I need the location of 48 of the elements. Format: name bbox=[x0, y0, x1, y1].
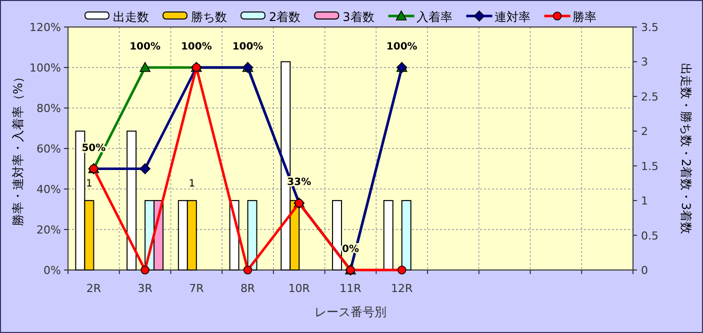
bar bbox=[126, 130, 137, 270]
legend-label: 入着率 bbox=[416, 10, 452, 24]
bar bbox=[332, 200, 342, 270]
legend-label: 勝率 bbox=[572, 10, 596, 24]
y-tick-label: 80% bbox=[36, 102, 61, 115]
data-label: 1 bbox=[188, 178, 196, 190]
y2-tick-label: 0.5 bbox=[641, 229, 658, 242]
point bbox=[397, 266, 406, 274]
y-tick-label: 100% bbox=[30, 62, 61, 74]
y-tick-label: 20% bbox=[36, 224, 61, 236]
bar bbox=[401, 200, 412, 270]
y2-tick-label: 0 bbox=[641, 264, 648, 277]
y2-tick-label: 3 bbox=[641, 56, 648, 69]
x-tick-label: 2R bbox=[86, 282, 102, 295]
x-tick-label: 8R bbox=[240, 282, 256, 295]
data-label: 100% bbox=[386, 42, 418, 52]
legend-label: 3着数 bbox=[342, 10, 374, 24]
legend-label: 連対率 bbox=[494, 10, 530, 24]
point bbox=[140, 163, 150, 174]
legend-label: 勝ち数 bbox=[191, 10, 227, 24]
x-tick-label: 12R bbox=[391, 282, 414, 295]
y-axis-title: 勝率・連対率・入着率（%） bbox=[11, 70, 25, 226]
bar bbox=[383, 200, 394, 270]
point bbox=[140, 62, 150, 72]
point bbox=[243, 266, 252, 274]
data-label: 1 bbox=[86, 178, 92, 190]
x-axis-title: レース番号別 bbox=[314, 305, 386, 319]
x-tick-label: 11R bbox=[340, 282, 362, 295]
y2-tick-label: 1 bbox=[641, 194, 648, 208]
y-tick-label: 0% bbox=[44, 264, 61, 277]
legend-label: 2着数 bbox=[269, 10, 301, 24]
bar bbox=[247, 200, 258, 270]
y-tick-label: 60% bbox=[36, 142, 61, 156]
y-tick-label: 40% bbox=[36, 183, 61, 196]
point bbox=[140, 266, 150, 274]
x-tick-label: 7R bbox=[189, 282, 204, 295]
y2-tick-label: 2 bbox=[641, 125, 648, 138]
legend-label: 出走数 bbox=[113, 10, 149, 24]
x-tick-label: 3R bbox=[138, 282, 153, 295]
y2-tick-label: 3.5 bbox=[641, 21, 658, 34]
data-label: 100% bbox=[232, 42, 264, 52]
data-label: 100% bbox=[180, 42, 212, 52]
y-tick-label: 120% bbox=[30, 21, 61, 34]
data-label: 100% bbox=[130, 42, 160, 52]
x-tick-label: 10R bbox=[288, 282, 310, 295]
y2-tick-label: 1.5 bbox=[641, 160, 658, 173]
y2-tick-label: 2.5 bbox=[641, 90, 658, 104]
y2-axis-title: 出走数・勝ち数・2着数・3着数 bbox=[679, 62, 693, 234]
